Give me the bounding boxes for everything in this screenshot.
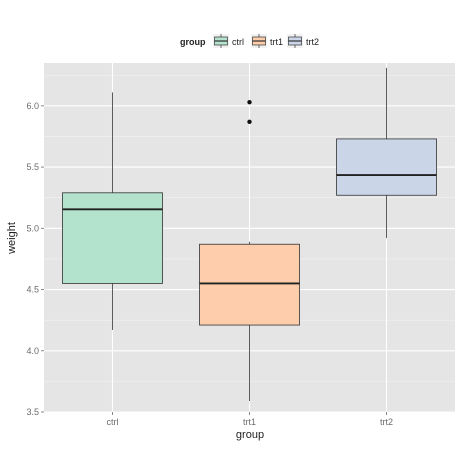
box-iqr [199, 243, 300, 326]
outlier-point [247, 119, 252, 124]
outlier-point [247, 99, 252, 105]
y-axis: 3.5 4.0 4.5 5.0 5.5 6.0 [26, 101, 44, 417]
legend-item-trt1: trt1 [251, 34, 283, 48]
x-tick-label: ctrl [107, 417, 119, 427]
x-tick-label: trt2 [380, 417, 393, 427]
y-tick-label: 4.5 [26, 285, 39, 295]
y-tick-label: 5.0 [26, 223, 39, 233]
x-tick-label: trt1 [243, 417, 256, 427]
x-axis-title: group [236, 429, 264, 441]
x-axis: ctrl trt1 trt2 [107, 412, 393, 427]
legend: group ctrl trt1 trt2 [180, 34, 319, 48]
y-tick-label: 3.5 [26, 407, 39, 417]
boxes [62, 67, 437, 401]
legend-label: ctrl [232, 37, 244, 47]
y-tick-label: 5.5 [26, 162, 39, 172]
box-iqr [62, 192, 163, 284]
legend-item-ctrl: ctrl [213, 34, 244, 48]
legend-item-trt2: trt2 [287, 34, 319, 48]
box-trt2 [336, 67, 437, 239]
box-iqr [336, 138, 437, 196]
legend-label: trt2 [306, 37, 319, 47]
y-tick-label: 4.0 [26, 346, 39, 356]
box-trt1 [199, 99, 300, 401]
y-axis-title: weight [6, 222, 18, 255]
y-tick-label: 6.0 [26, 101, 39, 111]
legend-title: group [180, 37, 206, 47]
legend-label: trt1 [270, 37, 283, 47]
box-ctrl [62, 92, 163, 330]
